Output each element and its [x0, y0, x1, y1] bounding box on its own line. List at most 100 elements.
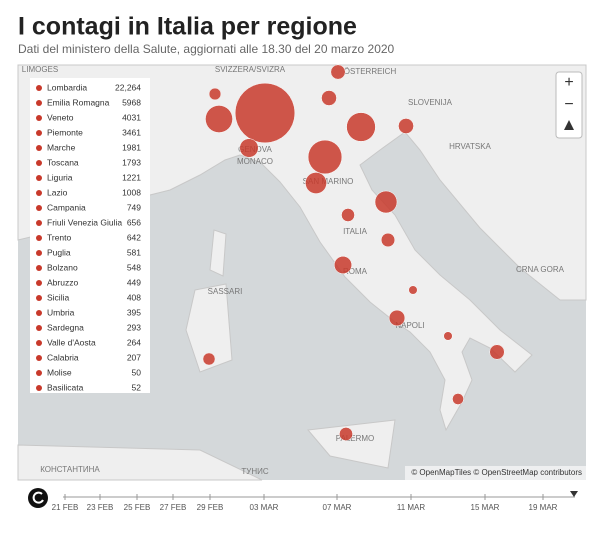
region-bubble — [334, 256, 352, 274]
legend-name: Umbria — [47, 307, 75, 317]
region-bubble — [408, 285, 418, 295]
legend-name: Marche — [47, 142, 76, 152]
legend-dot — [36, 160, 42, 166]
legend-dot — [36, 235, 42, 241]
legend-name: Valle d'Aosta — [47, 337, 96, 347]
region-bubble — [374, 190, 398, 214]
legend-name: Friuli Venezia Giulia — [47, 217, 122, 227]
legend-name: Lombardia — [47, 82, 87, 92]
mainland — [17, 64, 587, 432]
legend-name: Piemonte — [47, 127, 83, 137]
legend-name: Toscana — [47, 157, 79, 167]
legend-dot — [36, 265, 42, 271]
legend-dot — [36, 85, 42, 91]
legend-dot — [36, 295, 42, 301]
region-bubble — [321, 90, 337, 106]
map-label: MONACO — [237, 157, 273, 166]
region-bubble — [202, 352, 216, 366]
legend-name: Sardegna — [47, 322, 84, 332]
zoom-out[interactable]: − — [564, 96, 573, 113]
legend-name: Calabria — [47, 352, 79, 362]
zoom-control — [555, 71, 583, 139]
timeline-handle[interactable] — [570, 491, 578, 497]
legend-name: Lazio — [47, 187, 68, 197]
legend-name: Emilia Romagna — [47, 97, 110, 107]
legend-value: 581 — [127, 247, 141, 257]
legend-name: Trento — [47, 232, 72, 242]
region-bubble — [339, 427, 353, 441]
map-label: HRVATSKA — [449, 142, 491, 151]
timeline-date: 03 MAR — [250, 503, 279, 512]
legend-name: Veneto — [47, 112, 74, 122]
timeline-date: 07 MAR — [323, 503, 352, 512]
map-label: SAN MARINO — [303, 177, 354, 186]
compass[interactable] — [564, 120, 574, 130]
sicily — [307, 419, 396, 469]
region-bubble — [205, 105, 233, 133]
map-label: SASSARI — [208, 287, 243, 296]
map-label: NAPOLI — [395, 321, 424, 330]
timeline-date: 19 MAR — [529, 503, 558, 512]
corsica — [209, 229, 227, 277]
legend-dot — [36, 190, 42, 196]
legend-value: 408 — [127, 292, 141, 302]
map-label: SVIZZERA/SVIZRA — [215, 65, 286, 74]
legend-value: 3461 — [122, 127, 141, 137]
zoom-in[interactable]: + — [564, 74, 573, 91]
region-bubble — [452, 393, 464, 405]
region-bubble — [330, 64, 346, 80]
legend-name: Bolzano — [47, 262, 78, 272]
legend-value: 548 — [127, 262, 141, 272]
replay-icon — [32, 491, 44, 504]
region-bubble — [234, 82, 296, 144]
region-bubble — [398, 118, 414, 134]
legend-value: 52 — [132, 382, 142, 392]
legend-value: 449 — [127, 277, 141, 287]
map-label: PALERMO — [336, 434, 375, 443]
legend-value: 5968 — [122, 97, 141, 107]
legend-name: Sicilia — [47, 292, 69, 302]
region-bubble — [346, 112, 376, 142]
legend-dot — [36, 100, 42, 106]
legend-value: 642 — [127, 232, 141, 242]
subtitle: Dati del ministero della Salute, aggiorn… — [18, 42, 395, 56]
attribution: © OpenMapTiles © OpenStreetMap contribut… — [411, 468, 582, 477]
legend-dot — [36, 250, 42, 256]
africa — [17, 444, 263, 481]
timeline-date: 15 MAR — [471, 503, 500, 512]
legend-dot — [36, 355, 42, 361]
legend-name: Basilicata — [47, 382, 84, 392]
map-label: LIMOGES — [22, 65, 58, 74]
legend-name: Abruzzo — [47, 277, 78, 287]
legend-dot — [36, 310, 42, 316]
legend-value: 50 — [132, 367, 142, 377]
sardinia — [185, 283, 233, 373]
timeline-date: 29 FEB — [197, 503, 224, 512]
timeline-date: 25 FEB — [124, 503, 151, 512]
map-label: ITALIA — [343, 227, 368, 236]
legend-value: 207 — [127, 352, 141, 362]
legend-dot — [36, 340, 42, 346]
region-bubble — [388, 309, 406, 327]
map-label: КОНСТАНТИНА — [40, 465, 100, 474]
legend-name: Campania — [47, 202, 86, 212]
legend-name: Liguria — [47, 172, 73, 182]
title: I contagi in Italia per regione — [18, 13, 357, 41]
legend-value: 22,264 — [115, 82, 141, 92]
legend-dot — [36, 115, 42, 121]
attribution-bg — [405, 466, 586, 480]
legend-value: 749 — [127, 202, 141, 212]
legend-value: 4031 — [122, 112, 141, 122]
region-bubble — [239, 138, 259, 158]
map-label: CRNA GORA — [516, 265, 565, 274]
legend-value: 1981 — [122, 142, 141, 152]
legend-value: 264 — [127, 337, 141, 347]
map[interactable]: LIMOGESSVIZZERA/SVIZRAÖSTERREICHMONACOGE… — [17, 64, 587, 481]
play-button[interactable] — [28, 488, 48, 508]
timeline-date: 11 MAR — [397, 503, 426, 512]
legend-dot — [36, 205, 42, 211]
timeline-date: 27 FEB — [160, 503, 187, 512]
legend-dot — [36, 385, 42, 391]
